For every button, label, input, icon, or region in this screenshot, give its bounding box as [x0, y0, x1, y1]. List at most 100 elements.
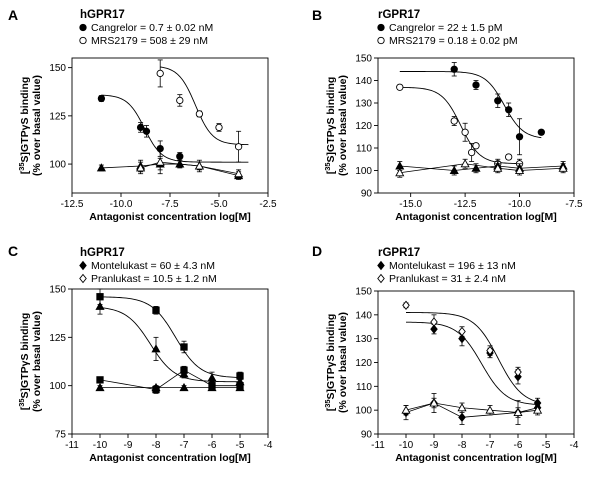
data-point [457, 403, 467, 412]
series-4 [395, 158, 568, 178]
data-point [533, 405, 543, 414]
y-tick-label: 150 [355, 287, 372, 298]
data-point [194, 161, 204, 170]
series-3 [96, 365, 244, 394]
fit-curve [99, 296, 241, 378]
data-point [402, 300, 410, 311]
x-tick-label: -7.5 [565, 199, 583, 210]
legend-marker [79, 273, 87, 284]
fit-curve [399, 86, 520, 165]
data-point [97, 94, 106, 103]
panel-letter: A [8, 7, 18, 23]
data-point [505, 153, 513, 161]
data-point [558, 163, 568, 172]
fit-curve [99, 307, 240, 383]
y-tick-label: 150 [355, 54, 372, 65]
series-2 [156, 59, 249, 163]
data-point [235, 382, 245, 392]
y-tick-label: 110 [356, 144, 372, 155]
x-tick-label: -6 [514, 440, 523, 451]
series-2 [95, 298, 245, 387]
legend-marker [377, 260, 385, 271]
x-tick-label: -10.0 [508, 199, 531, 210]
x-tick-label: -15.0 [399, 199, 422, 210]
legend-label: Cangrelor = 0.7 ± 0.02 nM [91, 22, 213, 34]
data-point [96, 376, 104, 384]
data-point [514, 367, 522, 377]
y-axis-subtitle: (% over basal value) [337, 75, 349, 176]
data-point [207, 382, 217, 392]
x-tick-label: -9 [124, 440, 133, 451]
y-tick-label: 100 [355, 406, 372, 417]
x-tick-label: -8 [152, 440, 161, 451]
series-line [405, 402, 538, 413]
y-axis-title: [35S]GTPγS binding [17, 77, 32, 175]
data-point [450, 65, 458, 73]
fit-curve [399, 71, 542, 139]
x-tick-label: -11 [371, 440, 385, 451]
data-point [176, 96, 184, 105]
data-point [95, 382, 105, 392]
fit-curve [101, 94, 249, 163]
y-tick-label: 125 [49, 333, 66, 344]
data-point [515, 133, 524, 141]
y-tick-label: 150 [49, 63, 66, 74]
data-point [179, 382, 189, 392]
data-point [395, 168, 405, 177]
panel-title: hGPR17 [80, 247, 125, 259]
y-tick-label: 120 [355, 121, 372, 132]
series-4 [136, 150, 244, 178]
data-point [472, 142, 480, 150]
data-point [136, 123, 145, 132]
x-tick-label: -12.5 [61, 199, 84, 210]
x-tick-label: -5 [236, 440, 245, 451]
y-axis-title: [35S]GTPγS binding [323, 77, 338, 175]
series-4 [95, 382, 245, 392]
data-point [458, 412, 466, 423]
legend-label: Montelukast = 196 ± 13 nM [389, 260, 516, 272]
data-point [207, 373, 217, 382]
x-tick-label: -7 [180, 440, 189, 451]
x-tick-label: -5 [542, 440, 551, 451]
y-tick-label: 100 [355, 166, 372, 177]
data-point [156, 69, 164, 78]
y-tick-label: 100 [49, 381, 66, 392]
x-tick-label: -6 [208, 440, 217, 451]
series-3 [395, 161, 568, 176]
data-point [151, 382, 161, 392]
panel-title: hGPR17 [80, 9, 125, 21]
x-tick-label: -12.5 [454, 199, 477, 210]
fit-curve [160, 66, 249, 146]
x-tick-label: -4 [264, 440, 273, 451]
data-point [486, 345, 494, 356]
y-axis-title: [35S]GTPγS binding [17, 313, 32, 411]
data-point [234, 143, 243, 151]
y-tick-label: 125 [49, 111, 66, 122]
x-tick-label: -7.5 [161, 199, 179, 210]
x-tick-label: -8 [458, 440, 467, 451]
y-tick-label: 90 [361, 189, 373, 200]
legend-marker [79, 23, 87, 32]
data-point [472, 81, 480, 89]
legend-marker [79, 260, 87, 271]
series-4 [401, 397, 543, 418]
legend-label: Montelukast = 60 ± 4.3 nM [91, 260, 215, 272]
data-point [494, 97, 502, 105]
series-1 [97, 94, 249, 163]
data-point [458, 326, 466, 337]
panel-letter: B [312, 7, 322, 23]
fit-curve [406, 312, 538, 403]
series-2 [396, 83, 524, 169]
data-point [180, 343, 188, 351]
x-tick-label: -10.0 [110, 199, 133, 210]
legend-marker [377, 23, 385, 32]
data-point [449, 165, 459, 174]
data-point [467, 148, 476, 157]
y-axis-subtitle: (% over basal value) [337, 312, 349, 413]
data-point [215, 123, 223, 132]
